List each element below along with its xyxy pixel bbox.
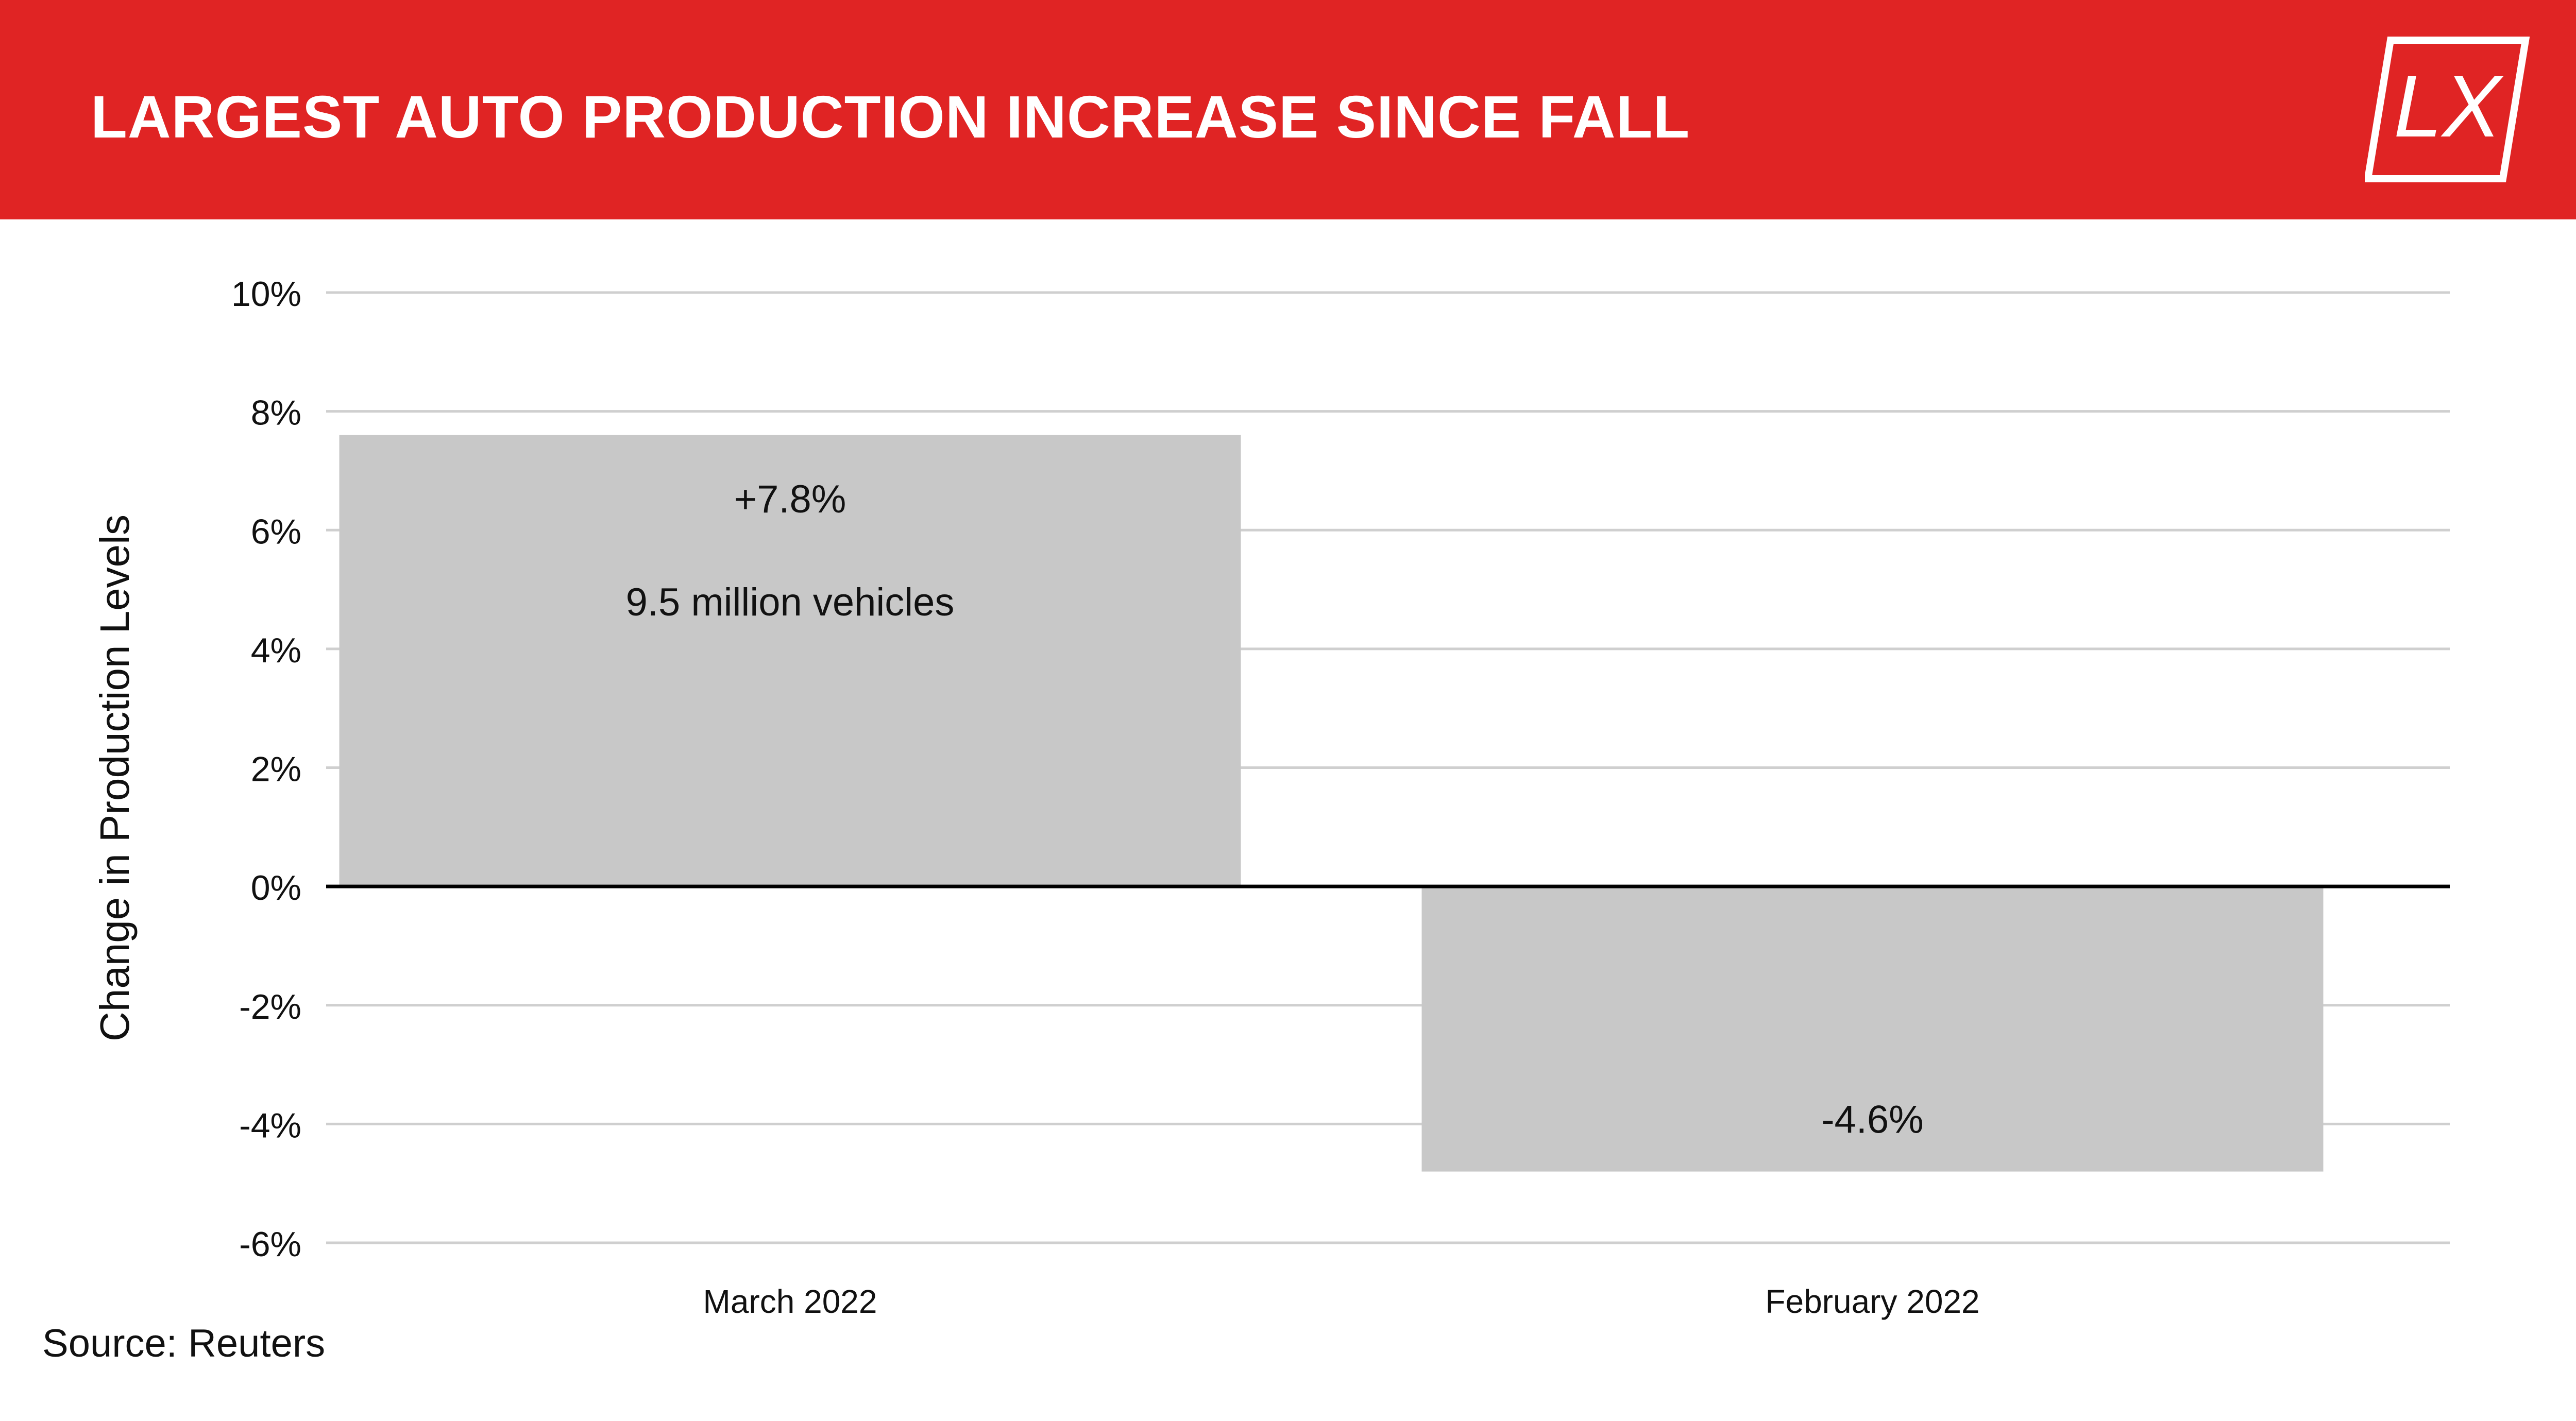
y-tick-label: 10% [231,275,301,314]
chart-header: LARGEST AUTO PRODUCTION INCREASE SINCE F… [0,0,2576,219]
x-axis-ticks: March 2022 February 2022 [703,1283,1980,1320]
bar-annotation: 9.5 million vehicles [626,580,955,624]
y-tick-label: 4% [251,631,301,670]
y-tick-label: -2% [239,987,301,1026]
bar-chart: 10% 8% 6% 4% 2% 0% -2% -4% -6% March 2022 Februar… [92,275,2450,1320]
bars [339,435,2324,1172]
y-tick-label: 0% [251,868,301,908]
data-label: -4.6% [1821,1098,1924,1142]
bar [339,435,1241,887]
logo-text: LX [2394,58,2504,156]
y-tick-label: 2% [251,750,301,789]
y-axis-label: Change in Production Levels [92,515,138,1041]
source-note: Source: Reuters [42,1322,326,1365]
x-tick-label: February 2022 [1765,1283,1979,1320]
chart-title: LARGEST AUTO PRODUCTION INCREASE SINCE F… [91,83,1690,150]
data-label: +7.8% [734,477,846,521]
y-axis-ticks: 10% 8% 6% 4% 2% 0% -2% -4% -6% [231,275,301,1264]
x-tick-label: March 2022 [703,1283,877,1320]
lx-logo: LX [2365,37,2530,182]
data-labels: +7.8% -4.6% 9.5 million vehicles [626,477,1924,1142]
y-tick-label: -4% [239,1106,301,1145]
y-tick-label: 6% [251,512,301,551]
bar [1421,886,2324,1172]
y-tick-label: -6% [239,1225,301,1264]
y-tick-label: 8% [251,393,301,433]
